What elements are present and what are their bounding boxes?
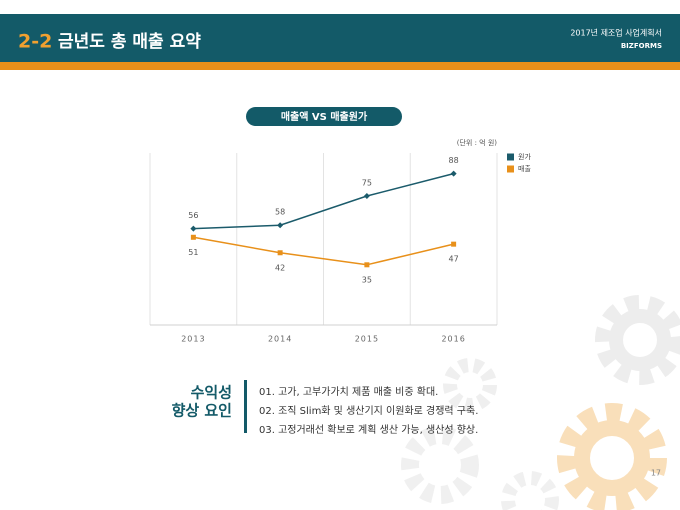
marker (277, 250, 283, 256)
legend-label: 원가 (518, 152, 531, 161)
doc-name: 2017년 제조업 사업계획서 (570, 28, 662, 38)
marker (277, 222, 284, 229)
marker (190, 234, 196, 240)
factor-item: 03. 고정거래선 확보로 계획 생산 가능, 생산성 향상. (259, 424, 478, 436)
data-label: 88 (449, 156, 459, 165)
chart-title: 매출액 VS 매출원가 (281, 110, 368, 123)
legend-swatch (507, 153, 514, 161)
gear-decoration (401, 295, 680, 510)
data-label: 35 (362, 275, 372, 284)
header-bar (0, 14, 680, 62)
marker (451, 241, 457, 247)
marker (363, 193, 370, 199)
data-label: 56 (188, 211, 198, 220)
x-tick-label: 2014 (268, 335, 292, 344)
factor-item: 01. 고가, 고부가가치 제품 매출 비중 확대. (259, 386, 438, 398)
marker (450, 170, 457, 177)
line (193, 172, 454, 230)
data-label: 58 (275, 208, 285, 217)
x-tick-label: 2016 (441, 335, 465, 344)
legend-swatch (507, 165, 514, 173)
data-label: 75 (362, 179, 372, 188)
header-stripe (0, 62, 680, 70)
line (193, 236, 454, 266)
divider (244, 380, 247, 433)
factor-label: 수익성 (191, 384, 232, 402)
data-label: 51 (188, 248, 198, 257)
marker (190, 225, 197, 232)
factor-label: 향상 요인 (172, 402, 232, 420)
data-label: 47 (449, 255, 459, 264)
header-title: 금년도 총 매출 요약 (58, 31, 201, 52)
x-tick-label: 2015 (355, 335, 379, 344)
data-label: 42 (275, 263, 285, 272)
section-number: 2-2 (18, 31, 52, 53)
x-tick-label: 2013 (181, 335, 205, 344)
marker (364, 262, 370, 268)
chart-title-pill (246, 107, 402, 126)
legend-label: 매출 (518, 164, 531, 173)
unit-label: (단위 : 억 원) (457, 138, 498, 147)
factor-item: 02. 조직 Slim화 및 생산기지 이원화로 경쟁력 구축. (259, 404, 478, 417)
brand: BIZFORMS (621, 42, 662, 50)
page-number: 17 (651, 469, 661, 478)
